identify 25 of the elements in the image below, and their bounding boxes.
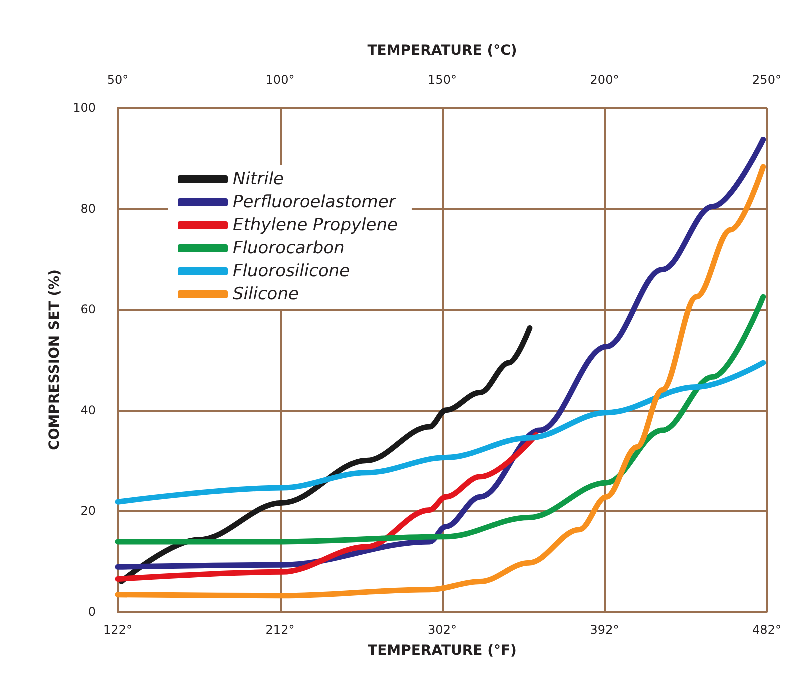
y-tick-label: 40 xyxy=(80,403,96,418)
y-axis-title: COMPRESSION SET (%) xyxy=(47,270,64,450)
x2-axis-title: TEMPERATURE (°C) xyxy=(368,43,518,59)
x-tick-label: 482° xyxy=(752,623,782,637)
x-tick-label: 302° xyxy=(428,623,457,637)
x2-tick-label: 50° xyxy=(107,73,129,87)
y-tick-label: 80 xyxy=(80,202,96,216)
x-tick-label: 392° xyxy=(590,623,620,637)
x2-tick-label: 150° xyxy=(428,73,457,87)
legend-label: Perfluoroelastomer xyxy=(233,192,397,212)
legend-label: Fluorosilicone xyxy=(233,262,350,282)
y-tick-label: 60 xyxy=(80,302,96,317)
legend-label: Fluorocarbon xyxy=(233,238,345,258)
x2-tick-label: 100° xyxy=(266,73,295,87)
legend-label: Nitrile xyxy=(233,170,284,190)
x-tick-label: 212° xyxy=(266,623,295,637)
legend-label: Ethylene Propylene xyxy=(233,216,398,236)
y-tick-label: 20 xyxy=(80,504,96,518)
y-tick-label: 0 xyxy=(88,605,96,619)
x-axis-title: TEMPERATURE (°F) xyxy=(368,643,517,659)
x2-tick-label: 200° xyxy=(590,73,620,87)
x-tick-label: 122° xyxy=(104,623,132,637)
y-tick-label: 100 xyxy=(73,101,96,115)
legend-label: Silicone xyxy=(233,284,299,304)
x2-tick-label: 250° xyxy=(752,73,782,87)
